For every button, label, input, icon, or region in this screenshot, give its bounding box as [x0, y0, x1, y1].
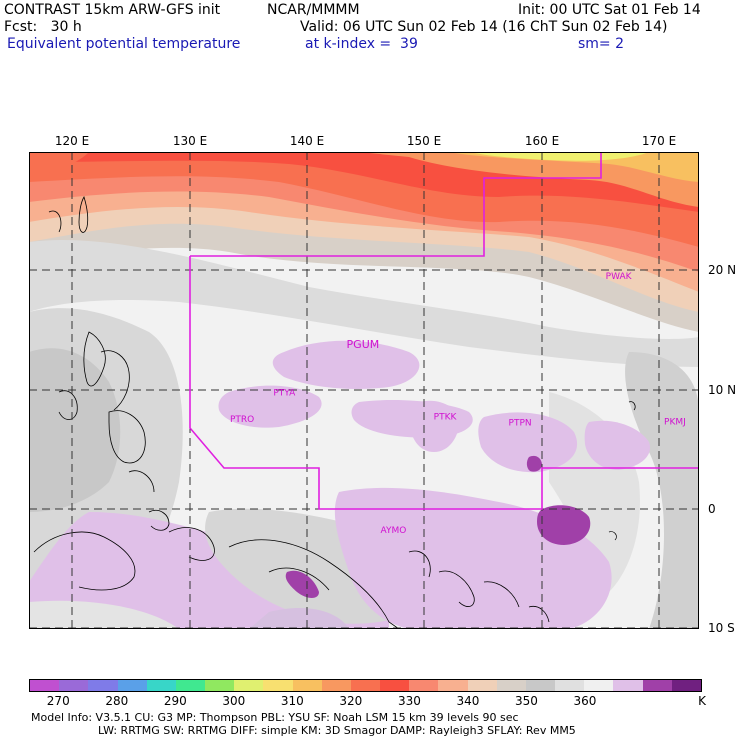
colorbar-swatch: [263, 680, 293, 691]
colorbar-swatch: [59, 680, 89, 691]
colorbar-tick-310: 310: [280, 694, 304, 708]
lat-label-eq: 0: [708, 502, 716, 516]
domain-boundary-south: [189, 256, 699, 510]
colorbar-swatch: [671, 680, 701, 691]
lat-label-20n: 20 N: [708, 263, 737, 277]
level-index: at k-index = 39: [305, 36, 418, 52]
colorbar-swatch: [88, 680, 118, 691]
colorbar-tick-320: 320: [339, 694, 363, 708]
colorbar-swatch: [380, 680, 410, 691]
lon-label-120: 120 E: [54, 134, 90, 148]
station-aymo: AYMO: [380, 526, 406, 536]
colorbar-swatch: [205, 680, 235, 691]
colorbar-tick-280: 280: [105, 694, 129, 708]
colorbar-swatch: [496, 680, 526, 691]
station-pkmj: PKMJ: [664, 417, 686, 427]
colorbar-swatch: [438, 680, 468, 691]
lon-label-170: 170 E: [641, 134, 677, 148]
organization: NCAR/MMMM: [267, 2, 360, 18]
theta-e-map: PGUM PTYA PTRO PTKK PTPN PKMJ PWAK AYMO: [29, 152, 699, 629]
lat-label-10s: 10 S: [708, 621, 735, 635]
colorbar-tick-270: 270: [46, 694, 70, 708]
lon-label-160: 160 E: [524, 134, 560, 148]
lon-label-140: 140 E: [289, 134, 325, 148]
lon-label-150: 150 E: [406, 134, 442, 148]
colorbar-swatch: [525, 680, 556, 691]
colorbar-tick-360: 360: [573, 694, 597, 708]
colorbar-swatch: [555, 680, 585, 691]
colorbar-unit: K: [698, 694, 706, 708]
smoothing: sm= 2: [578, 36, 625, 52]
model-info-line1: Model Info: V3.5.1 CU: G3 MP: Thompson P…: [31, 711, 519, 724]
station-pwak: PWAK: [606, 272, 633, 282]
lat-label-10n: 10 N: [708, 383, 737, 397]
field-name: Equivalent potential temperature: [7, 36, 241, 52]
model-title: CONTRAST 15km ARW-GFS init: [4, 2, 221, 18]
station-ptkk: PTKK: [434, 413, 458, 423]
colorbar-swatch: [146, 680, 176, 691]
shaded-field: [29, 152, 699, 629]
colorbar-tick-330: 330: [397, 694, 421, 708]
colorbar-swatch: [584, 680, 614, 691]
colorbar-swatch: [30, 680, 60, 691]
valid-time: Valid: 06 UTC Sun 02 Feb 14 (16 ChT Sun …: [300, 19, 668, 35]
colorbar: [29, 679, 702, 692]
coastlines: [33, 196, 636, 629]
station-ptya: PTYA: [273, 389, 296, 399]
colorbar-swatch: [467, 680, 497, 691]
colorbar-swatch: [292, 680, 322, 691]
colorbar-swatch: [409, 680, 439, 691]
station-ptpn: PTPN: [509, 418, 532, 428]
colorbar-swatch: [117, 680, 147, 691]
map-frame: [29, 152, 699, 629]
colorbar-tick-340: 340: [456, 694, 480, 708]
station-ptro: PTRO: [230, 415, 254, 425]
model-info-line2: LW: RRTMG SW: RRTMG DIFF: simple KM: 3D …: [98, 724, 576, 737]
forecast-hour: Fcst: 30 h: [4, 19, 82, 35]
colorbar-swatch: [175, 680, 206, 691]
colorbar-swatch: [613, 680, 643, 691]
colorbar-swatch: [642, 680, 672, 691]
colorbar-swatch: [321, 680, 351, 691]
colorbar-tick-300: 300: [222, 694, 246, 708]
init-time: Init: 00 UTC Sat 01 Feb 14: [518, 2, 701, 18]
station-pgum: PGUM: [347, 338, 380, 351]
colorbar-swatch: [350, 680, 381, 691]
colorbar-tick-290: 290: [163, 694, 187, 708]
colorbar-tick-350: 350: [514, 694, 538, 708]
lon-label-130: 130 E: [172, 134, 208, 148]
colorbar-swatch: [234, 680, 264, 691]
domain-boundary-north: [190, 152, 602, 257]
